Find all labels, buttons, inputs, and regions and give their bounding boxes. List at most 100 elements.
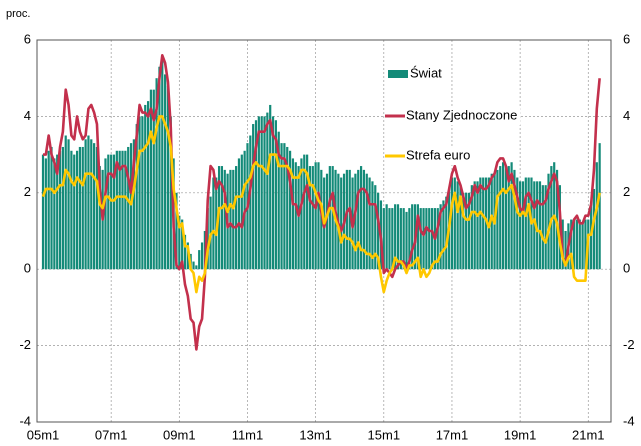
bar xyxy=(456,181,459,270)
bar xyxy=(266,112,269,270)
bar xyxy=(425,208,428,270)
bar xyxy=(297,166,300,270)
bar xyxy=(371,181,374,270)
legend-label: Świat xyxy=(410,65,442,80)
line-series xyxy=(41,115,601,294)
bar xyxy=(382,208,385,270)
bar xyxy=(121,150,124,270)
bar xyxy=(78,146,82,270)
bar xyxy=(98,166,101,270)
y-tick-label: 6 xyxy=(24,31,31,46)
bar xyxy=(280,143,283,270)
bar xyxy=(598,143,601,270)
bar xyxy=(110,154,113,270)
bar xyxy=(482,177,485,270)
x-tick-label: 07m1 xyxy=(95,427,128,442)
bar xyxy=(368,177,371,270)
bar xyxy=(95,146,99,270)
bar xyxy=(570,219,573,270)
bar xyxy=(510,162,513,270)
bar xyxy=(578,219,581,270)
bar xyxy=(584,219,587,270)
bar xyxy=(192,261,195,270)
bar xyxy=(269,104,272,270)
bar xyxy=(93,143,96,270)
bar xyxy=(212,177,215,270)
bar xyxy=(459,185,462,270)
bar xyxy=(308,166,312,270)
bar xyxy=(572,219,576,270)
y2-tick-label: -2 xyxy=(623,337,635,352)
bar xyxy=(345,169,348,270)
bar xyxy=(115,150,118,270)
bar xyxy=(442,200,445,270)
bar xyxy=(399,208,402,270)
bar xyxy=(320,169,323,270)
bar xyxy=(519,181,522,270)
y2-tick-label: 0 xyxy=(623,261,630,276)
bar xyxy=(362,169,366,270)
bar xyxy=(325,173,329,270)
bar xyxy=(178,215,181,270)
bar xyxy=(141,116,144,270)
bar xyxy=(277,131,280,270)
bar xyxy=(232,169,235,270)
bar xyxy=(124,150,127,270)
bar xyxy=(467,192,471,270)
y-tick-label: 2 xyxy=(24,184,31,199)
bar xyxy=(206,208,209,270)
bar xyxy=(544,185,547,270)
bar xyxy=(257,116,260,270)
bar xyxy=(252,124,255,270)
bar xyxy=(200,242,204,270)
bar xyxy=(388,208,391,270)
bar xyxy=(317,162,320,270)
bar xyxy=(592,188,596,270)
bar xyxy=(118,150,121,270)
bar xyxy=(501,162,505,270)
x-tick-label: 21m1 xyxy=(572,427,605,442)
bar xyxy=(112,154,116,270)
bar xyxy=(166,85,170,270)
bar xyxy=(476,181,479,270)
bar xyxy=(104,158,107,270)
bar xyxy=(419,208,422,270)
bar xyxy=(235,166,238,270)
bar xyxy=(260,116,263,270)
bar xyxy=(555,169,559,270)
legend-swatch xyxy=(388,70,408,78)
bar xyxy=(533,181,536,270)
x-tick-label: 11m1 xyxy=(232,427,264,442)
bar xyxy=(127,146,130,270)
bar xyxy=(311,166,314,270)
bar xyxy=(524,177,527,270)
bar xyxy=(479,177,482,270)
bar xyxy=(84,139,87,270)
bar xyxy=(47,150,50,270)
bar xyxy=(53,158,56,270)
legend-label: Strefa euro xyxy=(406,147,470,162)
bar xyxy=(291,158,295,270)
bar xyxy=(396,204,400,270)
bar xyxy=(354,173,357,270)
bar xyxy=(303,154,306,270)
bar xyxy=(581,223,584,270)
bar xyxy=(306,154,309,270)
bar xyxy=(411,204,414,270)
legend-bg xyxy=(405,147,474,165)
bar xyxy=(595,162,598,270)
bar xyxy=(590,204,593,270)
bar xyxy=(496,169,499,270)
bar xyxy=(547,173,550,270)
bar xyxy=(175,192,178,270)
bar xyxy=(465,192,468,270)
x-tick-label: 09m1 xyxy=(163,427,196,442)
bar xyxy=(73,154,76,270)
bar xyxy=(249,135,252,270)
bar xyxy=(428,208,431,270)
bar xyxy=(536,181,539,270)
bar xyxy=(416,204,419,270)
bar xyxy=(58,150,62,270)
bar xyxy=(527,177,530,270)
